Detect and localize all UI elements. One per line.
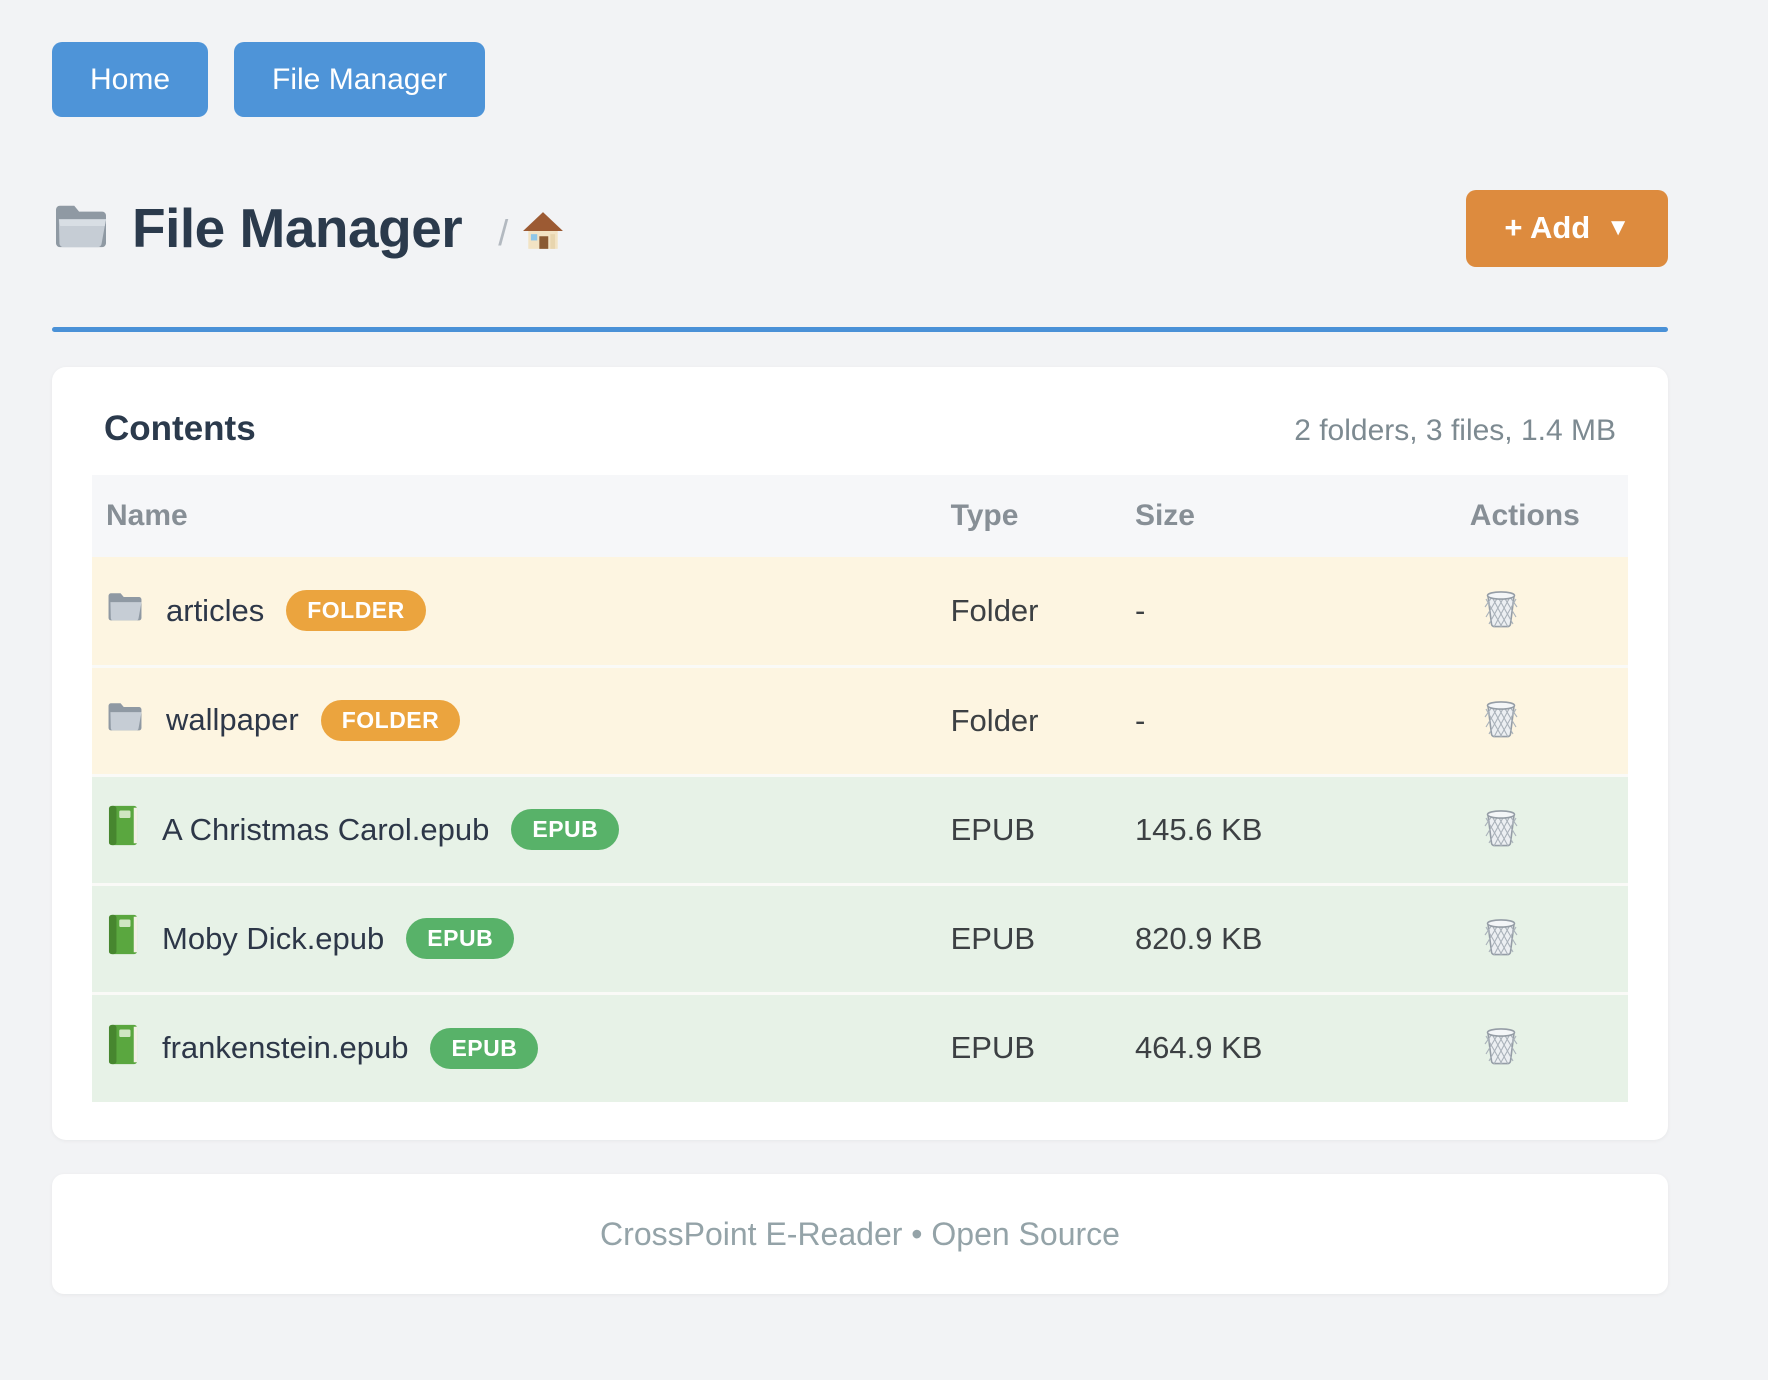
file-size: 464.9 KB (1134, 1030, 1263, 1066)
book-icon (106, 804, 140, 855)
file-name: A Christmas Carol.epub (162, 811, 490, 847)
file-manager-button[interactable]: File Manager (234, 42, 486, 117)
trash-icon (1484, 589, 1518, 632)
trash-icon (1484, 808, 1518, 851)
epub-badge: EPUB (511, 808, 620, 851)
breadcrumb-separator: / (498, 212, 509, 253)
file-name: wallpaper (166, 702, 299, 738)
delete-button[interactable] (1478, 585, 1524, 636)
epub-badge: EPUB (430, 1027, 539, 1069)
table-row-moby-dick: Moby Dick.epub EPUB EPUB 820.9 KB (92, 884, 1628, 993)
trash-icon (1484, 699, 1518, 742)
column-header-type: Type (950, 499, 1019, 532)
delete-button[interactable] (1478, 1022, 1524, 1073)
contents-heading: Contents (104, 409, 256, 448)
folder-badge: FOLDER (320, 699, 461, 742)
file-link-frankenstein[interactable]: frankenstein.epub EPUB (92, 1023, 951, 1074)
file-size: 145.6 KB (1134, 811, 1263, 847)
contents-card: Contents 2 folders, 3 files, 1.4 MB Name… (52, 367, 1668, 1140)
home-button[interactable]: Home (52, 42, 209, 117)
chevron-down-icon: ▼ (1606, 214, 1630, 241)
file-type: EPUB (950, 920, 1036, 956)
delete-button[interactable] (1478, 913, 1524, 964)
file-size: - (1134, 702, 1146, 738)
file-name: Moby Dick.epub (162, 920, 385, 956)
column-header-name: Name (106, 499, 188, 532)
file-type: Folder (950, 702, 1039, 738)
page-title: File Manager (132, 197, 463, 259)
add-button-label: + Add (1504, 210, 1591, 245)
folder-icon (106, 700, 144, 741)
folder-icon (52, 201, 110, 256)
folder-link-wallpaper[interactable]: wallpaper FOLDER (92, 699, 951, 742)
delete-button[interactable] (1478, 804, 1524, 855)
file-type: Folder (950, 592, 1039, 628)
folder-link-articles[interactable]: articles FOLDER (92, 590, 951, 632)
file-type: EPUB (950, 811, 1036, 847)
table-row-frankenstein: frankenstein.epub EPUB EPUB 464.9 KB (92, 993, 1628, 1102)
title-block: File Manager / (52, 196, 564, 260)
delete-button[interactable] (1478, 695, 1524, 746)
page-header: File Manager / + Add ▼ (52, 187, 1668, 269)
column-header-size: Size (1134, 499, 1195, 532)
footer: CrossPoint E-Reader • Open Source (52, 1174, 1668, 1294)
file-table: Name Type Size Actions (92, 475, 1628, 1102)
page-container: Home File Manager File Manager / (52, 0, 1668, 1294)
folder-badge: FOLDER (286, 590, 426, 632)
footer-text: CrossPoint E-Reader • Open Source (600, 1215, 1120, 1252)
column-header-actions: Actions (1469, 499, 1580, 532)
contents-card-header: Contents 2 folders, 3 files, 1.4 MB (92, 409, 1628, 449)
add-button[interactable]: + Add ▼ (1466, 189, 1668, 267)
breadcrumb: / (498, 211, 564, 256)
trash-icon (1484, 917, 1518, 960)
file-link-moby-dick[interactable]: Moby Dick.epub EPUB (92, 913, 951, 964)
contents-summary: 2 folders, 3 files, 1.4 MB (1294, 414, 1616, 447)
trash-icon (1484, 1026, 1518, 1069)
table-row-christmas-carol: A Christmas Carol.epub EPUB EPUB 145.6 K… (92, 775, 1628, 884)
table-row-articles: articles FOLDER Folder - (92, 557, 1628, 666)
header-divider (52, 327, 1668, 332)
file-size: 820.9 KB (1134, 920, 1263, 956)
file-size: - (1134, 592, 1146, 628)
home-icon[interactable] (522, 211, 564, 256)
book-icon (106, 913, 140, 964)
epub-badge: EPUB (406, 917, 515, 960)
book-icon (106, 1023, 140, 1074)
file-name: frankenstein.epub (162, 1030, 409, 1066)
folder-icon (106, 590, 144, 631)
top-nav: Home File Manager (52, 0, 1668, 117)
file-link-christmas-carol[interactable]: A Christmas Carol.epub EPUB (92, 804, 951, 855)
file-name: articles (166, 592, 265, 628)
table-row-wallpaper: wallpaper FOLDER Folder - (92, 666, 1628, 775)
table-header-row: Name Type Size Actions (92, 475, 1628, 557)
file-type: EPUB (950, 1030, 1036, 1066)
